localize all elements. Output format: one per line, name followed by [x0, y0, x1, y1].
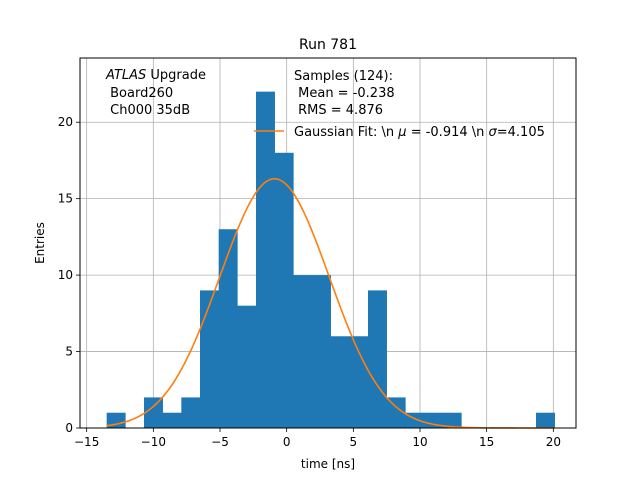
histogram-bar	[536, 412, 555, 428]
histogram-bar	[368, 290, 387, 428]
legend: Samples (124): Mean = -0.238 RMS = 4.876…	[254, 69, 545, 140]
y-tick-label: 15	[58, 192, 73, 206]
channel-label: Ch000 35dB	[106, 103, 190, 118]
y-tick-label: 10	[58, 268, 73, 282]
histogram-bar	[312, 275, 331, 428]
histogram-bar	[256, 91, 275, 429]
svg-text:Gaussian Fit: \n μ = -0.914 \n: Gaussian Fit: \n μ = -0.914 \n σ=4.105	[294, 125, 545, 140]
legend-mean: Mean = -0.238	[294, 86, 395, 101]
x-tick-label: 5	[350, 435, 358, 449]
upgrade-label: Upgrade	[146, 68, 206, 83]
x-tick-label: 20	[546, 435, 561, 449]
y-tick-label: 0	[65, 421, 73, 435]
legend-fit-sigma-symbol: σ	[489, 125, 498, 140]
x-axis-label: time [ns]	[301, 457, 355, 471]
atlas-annotation: ATLAS Upgrade Board260 Ch000 35dB	[105, 68, 206, 118]
histogram-bar	[162, 412, 182, 428]
legend-rms: RMS = 4.876	[294, 103, 383, 118]
x-tick-label: 15	[479, 435, 494, 449]
legend-fit-sigma-value: =4.105	[497, 125, 545, 140]
y-axis-label: Entries	[33, 222, 47, 264]
histogram-bar	[181, 397, 201, 428]
legend-fit-mu-value: = -0.914 \n	[407, 125, 489, 140]
histogram-bar	[442, 412, 462, 428]
x-tick-label: −10	[141, 435, 166, 449]
axis-ticks: −15 −10 −5 0 5 10 15 20 0 5 10 15 20	[58, 115, 561, 449]
x-tick-label: 0	[283, 435, 291, 449]
histogram-bar	[424, 412, 443, 428]
legend-fit-prefix: Gaussian Fit: \n	[294, 125, 398, 140]
y-tick-label: 5	[65, 345, 73, 359]
histogram-bar	[144, 397, 163, 428]
histogram-bar	[218, 229, 238, 428]
histogram-bar	[330, 336, 350, 428]
histogram-bar	[293, 275, 313, 428]
svg-text:ATLAS Upgrade: ATLAS Upgrade	[105, 68, 206, 83]
histogram-bars	[106, 91, 555, 429]
legend-samples-title: Samples (124):	[294, 69, 393, 84]
histogram-bar	[237, 305, 257, 428]
board-label: Board260	[106, 86, 173, 101]
y-tick-label: 20	[58, 115, 73, 129]
atlas-label: ATLAS	[105, 68, 146, 83]
histogram-bar	[386, 397, 406, 428]
histogram-bar	[349, 336, 369, 428]
plot-frame	[79, 57, 577, 429]
histogram-bar	[106, 412, 126, 428]
chart-title: Run 781	[299, 37, 357, 53]
histogram-bar	[200, 290, 219, 428]
histogram-bar	[274, 152, 294, 428]
x-tick-label: 10	[412, 435, 427, 449]
x-tick-label: −15	[74, 435, 99, 449]
legend-fit-mu-symbol: μ	[397, 125, 406, 140]
x-tick-label: −5	[211, 435, 229, 449]
